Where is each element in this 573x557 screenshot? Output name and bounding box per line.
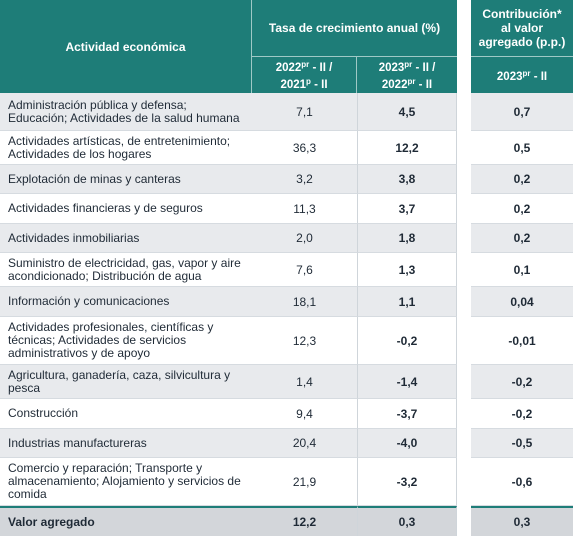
growth-2022-value: 21,9 (252, 458, 357, 506)
table-row: Agricultura, ganadería, caza, silvicultu… (0, 365, 573, 399)
contribution-group-header: Contribución* al valor agregado (p.p.) (471, 0, 573, 57)
activity-label: Información y comunicaciones (0, 287, 252, 317)
activity-label: Agricultura, ganadería, caza, silvicultu… (0, 365, 252, 399)
table-row: Administración pública y defensa; Educac… (0, 93, 573, 131)
activity-label: Actividades artísticas, de entretenimien… (0, 131, 252, 165)
growth-2022-value: 36,3 (252, 131, 357, 165)
contribution-value: -0,2 (471, 399, 573, 429)
table-row: Información y comunicaciones 18,1 1,1 0,04 (0, 287, 573, 317)
total-label: Valor agregado (0, 506, 252, 536)
total-contribution: 0,3 (471, 506, 573, 536)
contribution-value: 0,5 (471, 131, 573, 165)
growth-2022-value: 2,0 (252, 224, 357, 253)
total-growth-2023: 0,3 (357, 506, 458, 536)
table-row: Industrias manufactureras 20,4 -4,0 -0,5 (0, 429, 573, 458)
growth-2022-value: 9,4 (252, 399, 357, 429)
growth-2022-value: 20,4 (252, 429, 357, 458)
growth-2023-value: 4,5 (357, 93, 458, 131)
contribution-value: 0,7 (471, 93, 573, 131)
total-growth-2022: 12,2 (252, 506, 357, 536)
growth-2022-value: 7,1 (252, 93, 357, 131)
contribution-value: 0,04 (471, 287, 573, 317)
contribution-value: 0,2 (471, 194, 573, 224)
table-row: Construcción 9,4 -3,7 -0,2 (0, 399, 573, 429)
table-row: Explotación de minas y canteras 3,2 3,8 0,2 (0, 165, 573, 194)
contribution-value: -0,5 (471, 429, 573, 458)
growth-table: Actividad económica Tasa de crecimiento … (0, 0, 573, 536)
contribution-value: -0,2 (471, 365, 573, 399)
table-row: Actividades profesionales, científicas y… (0, 317, 573, 365)
column-header-contribution: 2023pr - II (471, 57, 573, 93)
growth-2023-value: 3,7 (357, 194, 458, 224)
contribution-value: 0,1 (471, 253, 573, 287)
column-header-2023: 2023pr - II / 2022pr - II (357, 57, 458, 93)
growth-2023-value: -0,2 (357, 317, 458, 365)
contribution-value: -0,6 (471, 458, 573, 506)
table-row: Actividades artísticas, de entretenimien… (0, 131, 573, 165)
column-header-2022: 2022pr - II / 2021p - II (252, 57, 357, 93)
growth-2023-value: -1,4 (357, 365, 458, 399)
table-header: Actividad económica Tasa de crecimiento … (0, 0, 573, 93)
growth-2023-value: 3,8 (357, 165, 458, 194)
growth-2022-value: 7,6 (252, 253, 357, 287)
activity-label: Explotación de minas y canteras (0, 165, 252, 194)
contribution-value: 0,2 (471, 224, 573, 253)
growth-2023-value: -4,0 (357, 429, 458, 458)
total-row: Valor agregado 12,2 0,3 0,3 (0, 506, 573, 536)
activity-label: Construcción (0, 399, 252, 429)
activity-label: Administración pública y defensa; Educac… (0, 93, 252, 131)
activity-label: Industrias manufactureras (0, 429, 252, 458)
activity-label: Comercio y reparación; Transporte y alma… (0, 458, 252, 506)
growth-2022-value: 1,4 (252, 365, 357, 399)
table-row: Actividades financieras y de seguros 11,3… (0, 194, 573, 224)
table-row: Actividades inmobiliarias 2,0 1,8 0,2 (0, 224, 573, 253)
growth-2022-value: 12,3 (252, 317, 357, 365)
growth-2022-value: 3,2 (252, 165, 357, 194)
contribution-value: -0,01 (471, 317, 573, 365)
table-body: Administración pública y defensa; Educac… (0, 93, 573, 536)
contribution-value: 0,2 (471, 165, 573, 194)
table-row: Comercio y reparación; Transporte y alma… (0, 458, 573, 506)
growth-2023-value: 1,1 (357, 287, 458, 317)
growth-2023-value: 1,3 (357, 253, 458, 287)
growth-2023-value: 1,8 (357, 224, 458, 253)
table-row: Suministro de electricidad, gas, vapor y… (0, 253, 573, 287)
growth-2022-value: 11,3 (252, 194, 357, 224)
growth-2023-value: -3,7 (357, 399, 458, 429)
growth-group-header: Tasa de crecimiento anual (%) (252, 0, 458, 57)
activity-label: Suministro de electricidad, gas, vapor y… (0, 253, 252, 287)
activity-column-header: Actividad económica (0, 0, 252, 93)
growth-2023-value: -3,2 (357, 458, 458, 506)
activity-label: Actividades inmobiliarias (0, 224, 252, 253)
activity-label: Actividades profesionales, científicas y… (0, 317, 252, 365)
activity-label: Actividades financieras y de seguros (0, 194, 252, 224)
growth-2023-value: 12,2 (357, 131, 458, 165)
growth-2022-value: 18,1 (252, 287, 357, 317)
